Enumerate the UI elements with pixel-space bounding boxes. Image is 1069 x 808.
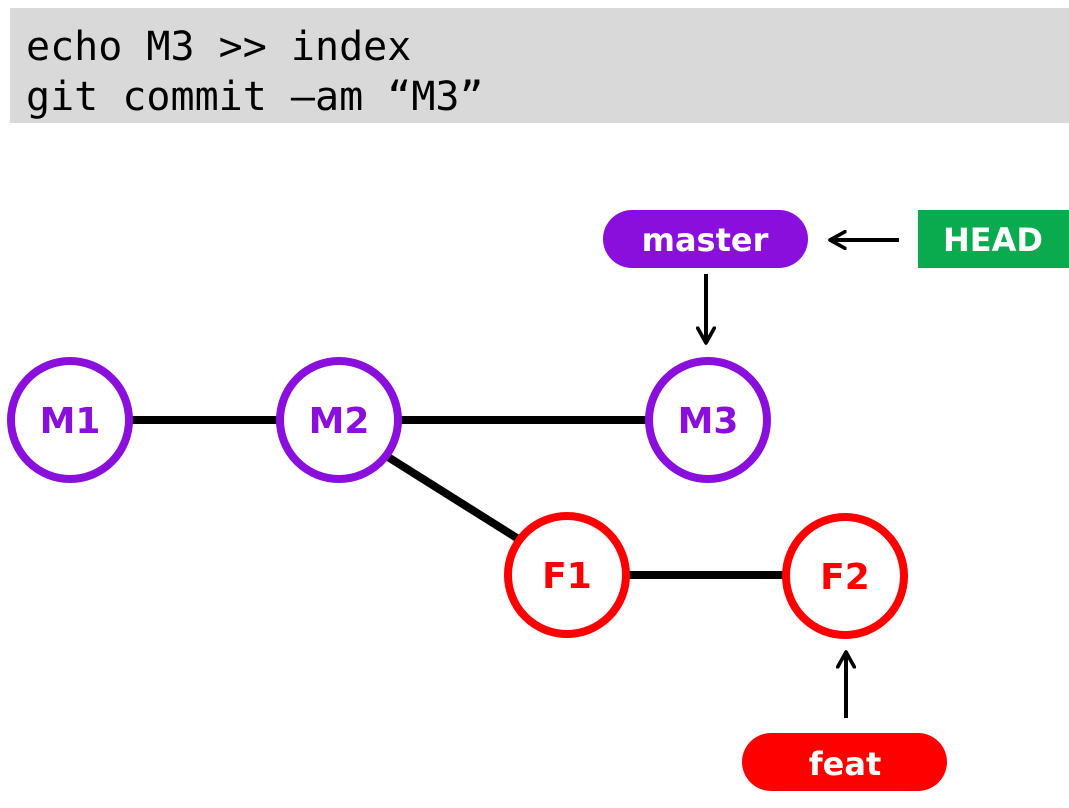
commit-label: F1	[542, 556, 592, 597]
commit-label: F2	[820, 557, 870, 598]
commit-node	[782, 513, 908, 639]
master-ref: master	[603, 210, 808, 268]
commit-m2: M2	[276, 357, 402, 483]
commit-node	[7, 357, 133, 483]
code-line: echo M3 >> index	[26, 24, 412, 70]
feat-ref: feat	[742, 733, 947, 791]
edges	[130, 416, 785, 579]
head-ref: HEAD	[918, 210, 1069, 268]
master-ref-label: master	[642, 221, 769, 259]
commit-m1: M1	[7, 357, 133, 483]
edge-m2-f1	[385, 453, 523, 544]
commit-label: M1	[40, 401, 101, 442]
head-ref-label: HEAD	[943, 221, 1043, 259]
feat-ref-label: feat	[809, 745, 882, 783]
commit-node	[276, 357, 402, 483]
commit-label: M2	[309, 401, 370, 442]
code-line: git commit –am “M3”	[26, 74, 484, 120]
commit-node	[645, 357, 771, 483]
commit-node	[504, 512, 630, 638]
feat-ref-pill	[742, 733, 947, 791]
code-block: echo M3 >> index git commit –am “M3”	[10, 8, 1069, 123]
commit-f2: F2	[782, 513, 908, 639]
master-ref-pill	[603, 210, 808, 268]
commit-f1: F1	[504, 512, 630, 638]
commit-m3: M3	[645, 357, 771, 483]
commit-label: M3	[678, 401, 739, 442]
head-ref-box	[918, 210, 1069, 268]
